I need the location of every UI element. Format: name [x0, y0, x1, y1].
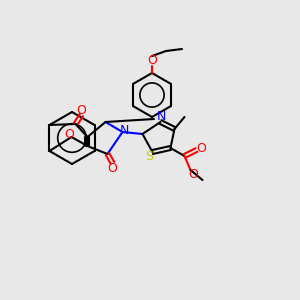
Text: O: O: [196, 142, 206, 154]
Text: O: O: [188, 169, 198, 182]
Text: O: O: [107, 161, 117, 175]
Text: N: N: [120, 124, 129, 137]
Text: N: N: [157, 110, 166, 124]
Text: S: S: [146, 151, 154, 164]
Text: O: O: [64, 128, 74, 140]
Text: O: O: [147, 55, 157, 68]
Text: O: O: [76, 103, 86, 116]
